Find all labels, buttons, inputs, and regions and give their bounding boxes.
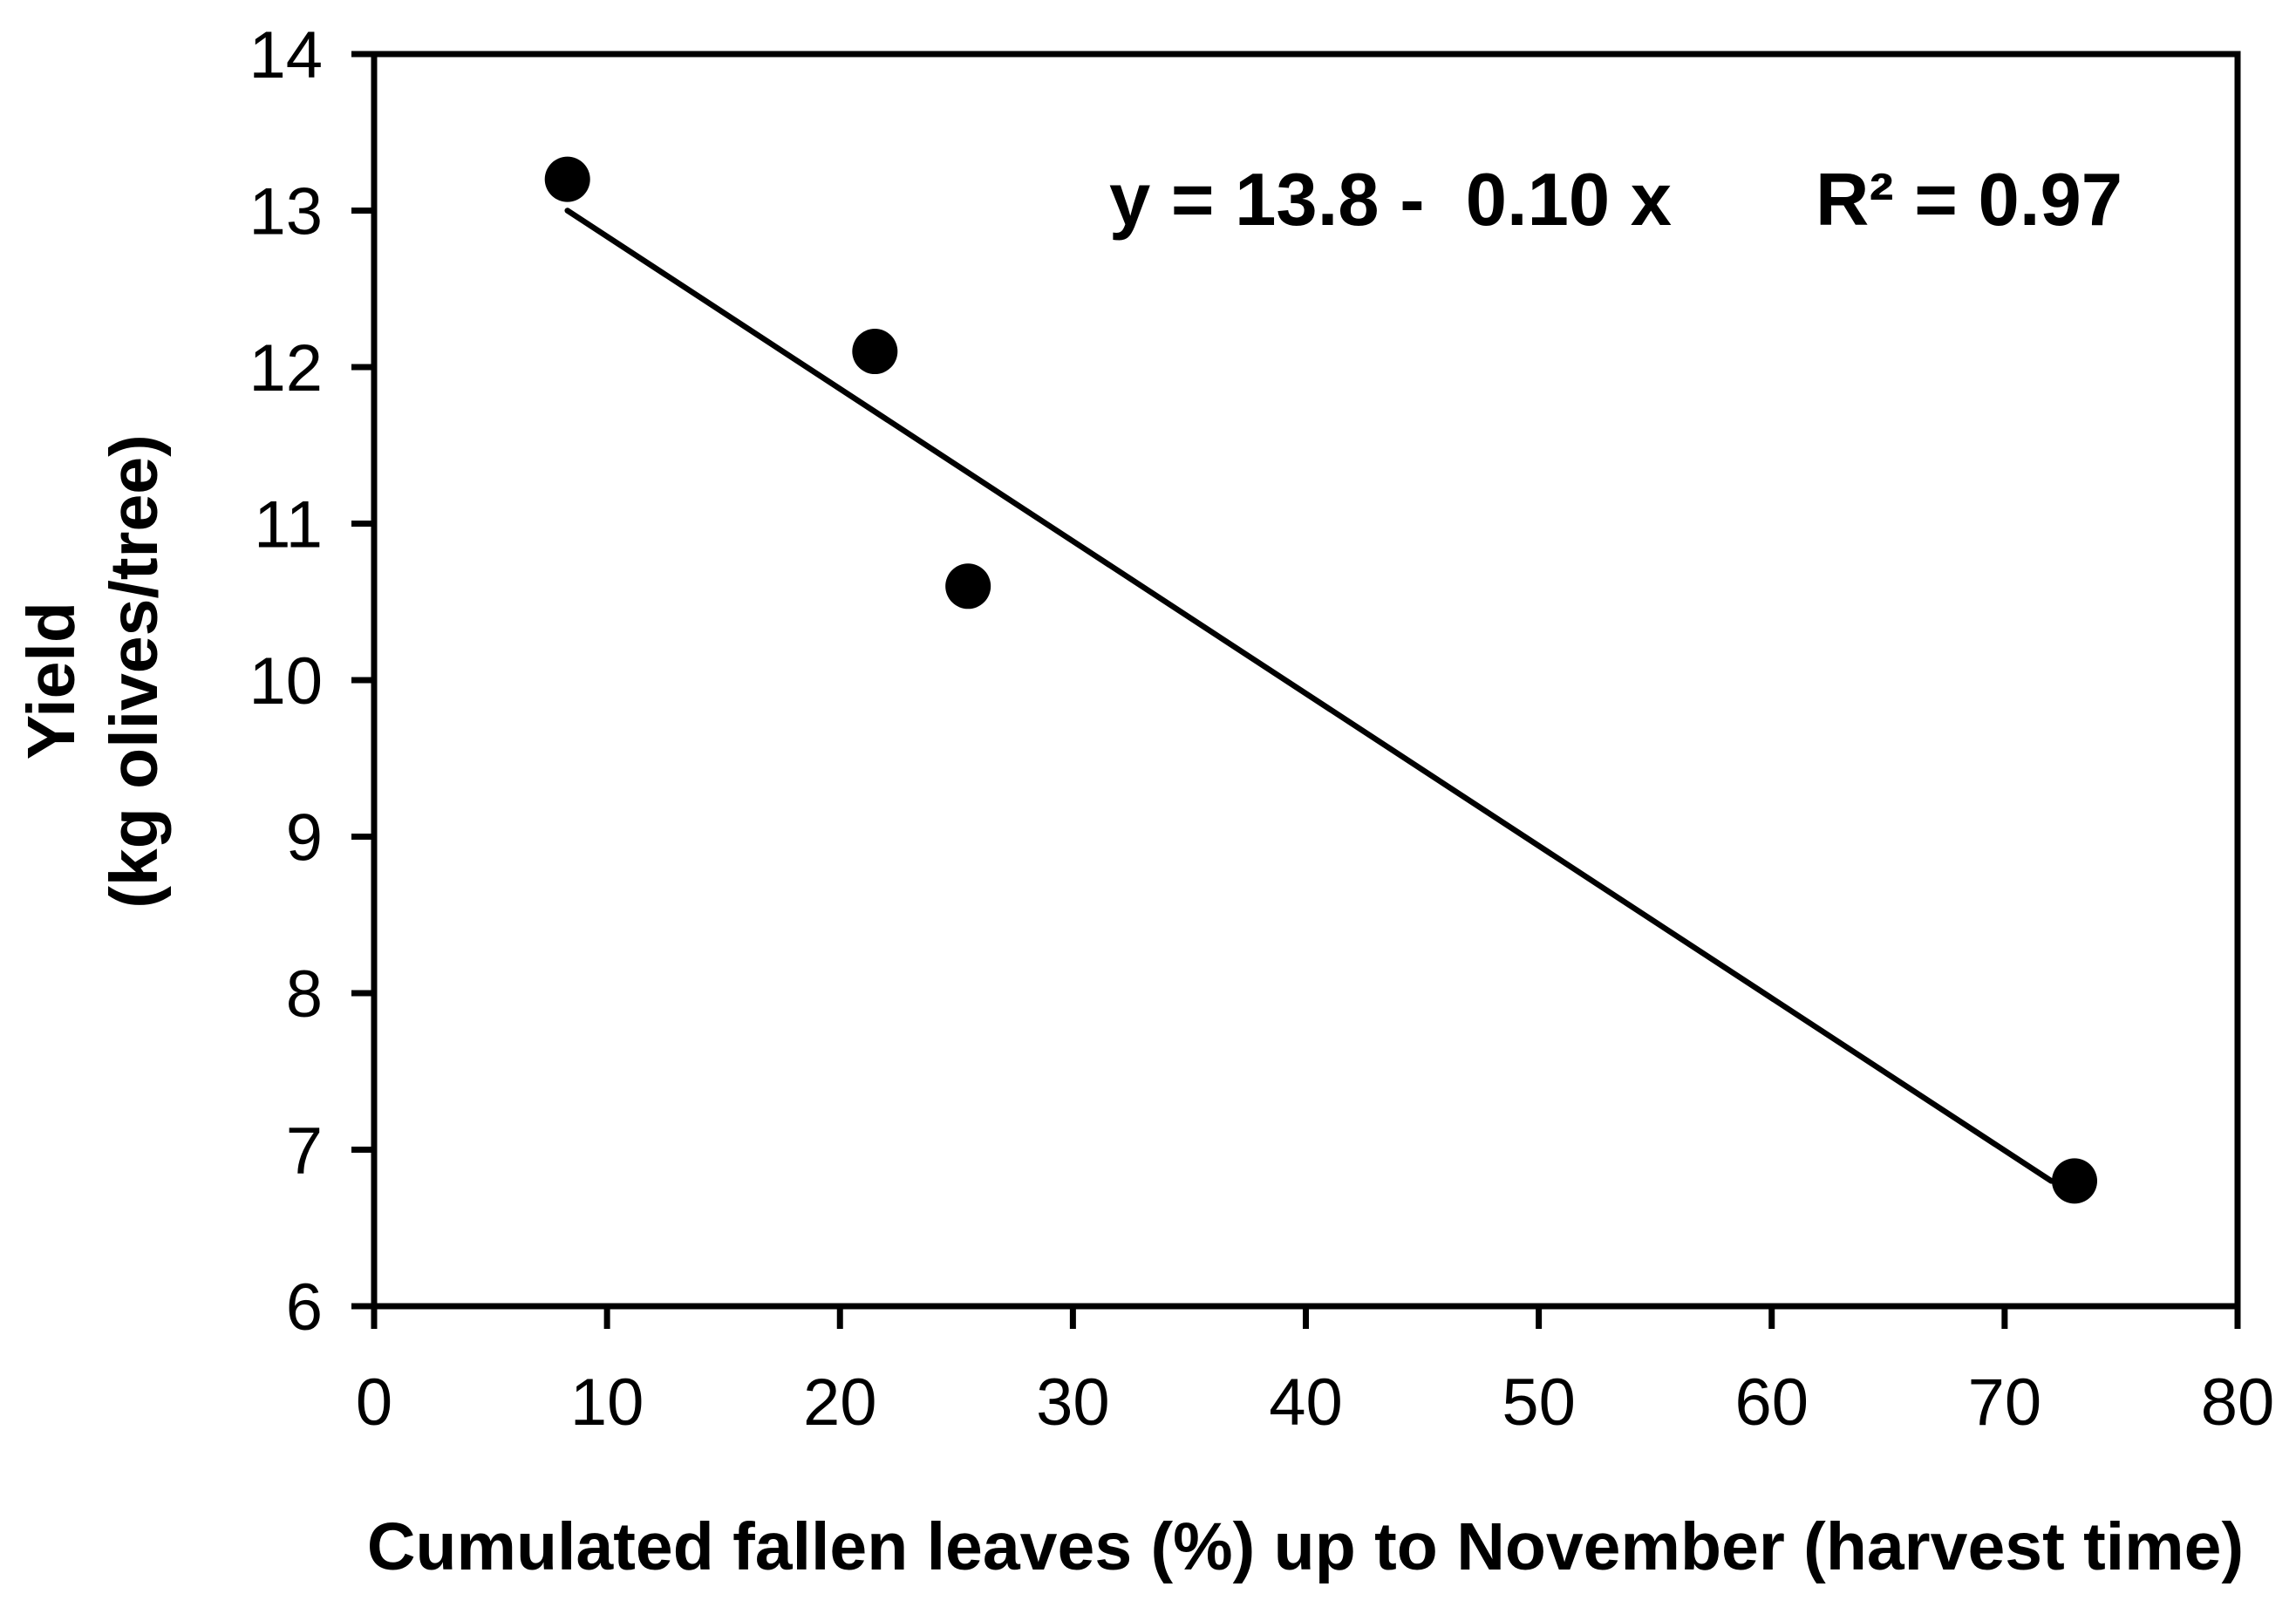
y-tick-label: 12 — [249, 331, 323, 405]
x-tick-label: 10 — [570, 1365, 644, 1440]
regression-line — [564, 208, 2054, 1184]
y-tick-label: 9 — [286, 801, 323, 875]
y-axis-title-line2: (kg olives/tree) — [97, 434, 172, 908]
x-tick-label: 70 — [1968, 1365, 2042, 1440]
y-axis-title: Yield (kg olives/tree) — [14, 434, 172, 908]
y-tick-label: 13 — [249, 175, 323, 249]
data-point — [2052, 1158, 2098, 1204]
x-tick-label: 30 — [1036, 1365, 1110, 1440]
x-tick-label: 80 — [2201, 1365, 2275, 1440]
x-tick-label: 0 — [356, 1365, 392, 1440]
x-axis-ticks: 0 10 20 30 40 50 60 70 80 — [356, 1306, 2274, 1440]
data-series — [544, 156, 2098, 1204]
data-point — [852, 329, 898, 375]
r-squared-label: R² = 0.97 — [1816, 159, 2122, 242]
y-tick-label: 8 — [286, 957, 323, 1032]
y-tick-label: 7 — [286, 1114, 323, 1188]
x-axis-title: Cumulated fallen leaves (%) up to Novemb… — [367, 1509, 2244, 1584]
data-point — [544, 156, 590, 202]
x-tick-label: 20 — [803, 1365, 877, 1440]
y-axis-ticks: 6 7 8 9 10 11 12 13 14 — [249, 18, 374, 1345]
x-tick-label: 40 — [1269, 1365, 1343, 1440]
y-tick-label: 14 — [249, 18, 323, 92]
y-tick-label: 10 — [249, 644, 323, 718]
x-tick-label: 50 — [1502, 1365, 1576, 1440]
regression-equation: y = 13.8 - 0.10 x — [1109, 159, 1672, 242]
x-tick-label: 60 — [1734, 1365, 1809, 1440]
y-tick-label: 6 — [286, 1270, 323, 1345]
y-tick-label: 11 — [254, 488, 323, 562]
y-axis-title-line1: Yield — [14, 602, 89, 759]
data-point — [945, 563, 991, 610]
